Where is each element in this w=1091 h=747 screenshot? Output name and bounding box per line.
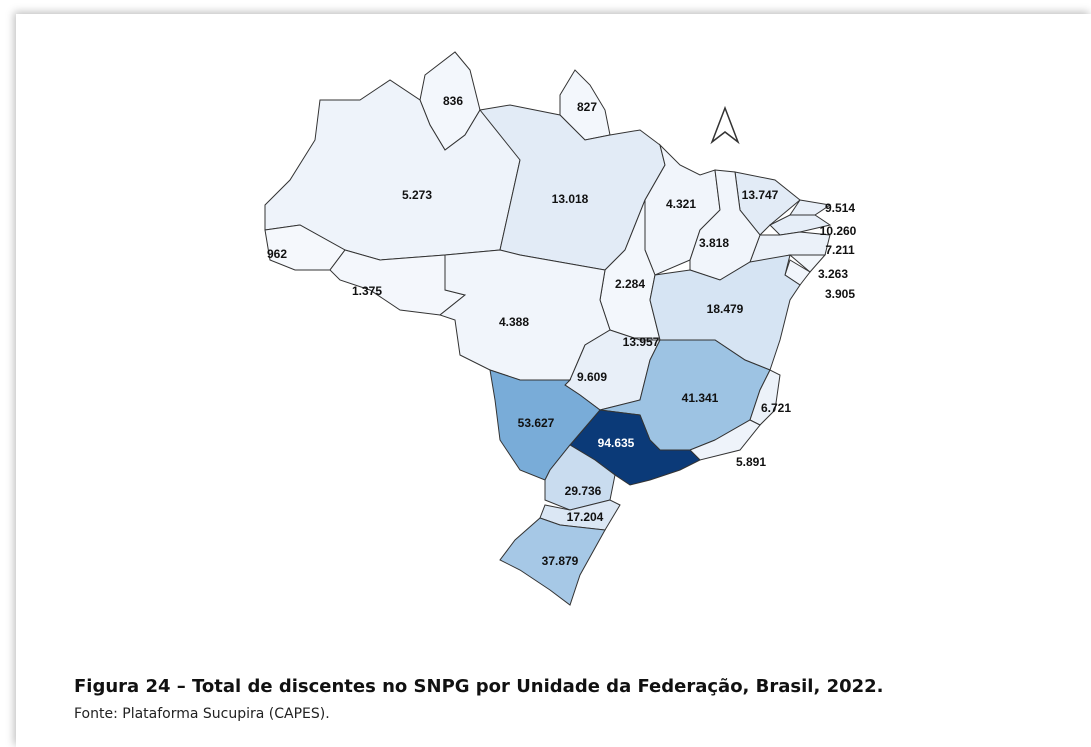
- region-label: 13.747: [742, 188, 779, 202]
- region-label: 3.818: [699, 236, 729, 250]
- region-label: 10.260: [820, 224, 857, 238]
- region-label: 41.341: [682, 391, 719, 405]
- region-label: 2.284: [615, 277, 645, 291]
- region-label: 3.263: [818, 267, 848, 281]
- north-arrow: [710, 105, 740, 145]
- region-label: 18.479: [707, 302, 744, 316]
- region-label: 9.514: [825, 201, 855, 215]
- region-label: 5.891: [736, 455, 766, 469]
- map: 836 827 5.273 13.018 4.321 13.747 9.514 10.260 7…: [264, 51, 857, 606]
- region-label: 5.273: [402, 188, 432, 202]
- region-label: 836: [443, 94, 463, 108]
- region: [499, 517, 606, 606]
- region-label: 13.018: [552, 192, 589, 206]
- region-label: 827: [577, 100, 597, 114]
- region-label: 17.204: [567, 510, 604, 524]
- region-label: 6.721: [761, 401, 791, 415]
- region-label: 4.321: [666, 197, 696, 211]
- region-label: 7.211: [825, 243, 855, 257]
- region-label: 3.905: [825, 287, 855, 301]
- region-label: 1.375: [352, 284, 382, 298]
- region-label: 4.388: [499, 315, 529, 329]
- region: [649, 254, 801, 371]
- region-label: 94.635: [598, 436, 635, 450]
- region-label: 29.736: [565, 484, 602, 498]
- region-label: 962: [267, 247, 287, 261]
- region-label: 13.957: [623, 335, 660, 349]
- region-label: 53.627: [518, 416, 555, 430]
- region-label: 9.609: [577, 370, 607, 384]
- region-label: 37.879: [542, 554, 579, 568]
- region: [788, 254, 827, 273]
- caption: Figura 24 – Total de discentes no SNPG p…: [74, 676, 884, 697]
- source: Fonte: Plataforma Sucupira (CAPES).: [74, 706, 330, 722]
